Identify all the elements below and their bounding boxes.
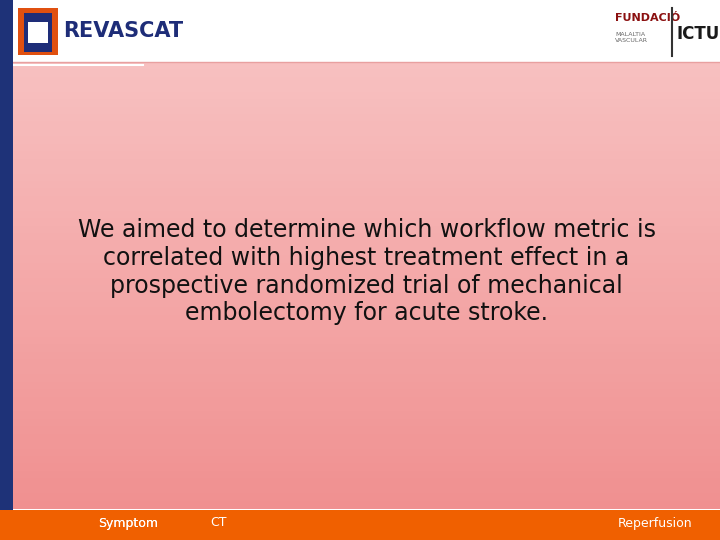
Bar — [13, 315, 720, 323]
Bar — [13, 337, 720, 345]
Bar — [235, 538, 700, 540]
Bar — [13, 159, 720, 166]
Bar — [13, 99, 720, 107]
Bar — [13, 226, 720, 233]
Bar — [13, 62, 720, 70]
Bar — [13, 493, 720, 501]
Bar — [13, 278, 720, 286]
Bar — [13, 456, 720, 464]
Bar — [13, 211, 720, 219]
Text: MALALTIA: MALALTIA — [615, 31, 645, 37]
Bar — [13, 382, 720, 389]
Bar — [13, 173, 720, 181]
Bar — [13, 426, 720, 434]
Bar — [13, 106, 720, 114]
Bar — [13, 411, 720, 419]
Bar — [13, 449, 720, 456]
Bar — [13, 92, 720, 100]
Bar — [13, 114, 720, 122]
Bar — [0, 510, 720, 540]
Bar — [13, 501, 720, 509]
Bar — [13, 300, 720, 308]
Bar — [13, 367, 720, 375]
Text: Symptom: Symptom — [98, 516, 158, 530]
Bar — [13, 478, 720, 486]
Bar — [13, 374, 720, 382]
Bar — [90, 510, 700, 536]
Bar — [13, 129, 720, 137]
Bar — [13, 181, 720, 189]
Bar — [13, 441, 720, 449]
Text: VASCULAR: VASCULAR — [615, 38, 648, 44]
Text: CT: CT — [210, 516, 227, 530]
Bar — [13, 70, 720, 77]
Text: REVASCAT: REVASCAT — [63, 21, 183, 41]
Bar — [13, 136, 720, 144]
Bar — [13, 218, 720, 226]
Text: Symptom: Symptom — [98, 516, 158, 530]
Bar — [13, 419, 720, 427]
Bar — [13, 329, 720, 338]
Bar — [13, 166, 720, 174]
Bar — [13, 233, 720, 241]
Bar — [13, 322, 720, 330]
Bar — [13, 352, 720, 360]
Bar — [13, 270, 720, 278]
Bar — [13, 293, 720, 300]
Text: Reperfusion: Reperfusion — [617, 516, 692, 530]
Text: We aimed to determine which workflow metric is
correlated with highest treatment: We aimed to determine which workflow met… — [78, 218, 655, 325]
Bar — [13, 144, 720, 152]
Bar — [18, 8, 58, 55]
Bar — [24, 13, 52, 52]
Bar — [13, 471, 720, 479]
Bar — [13, 389, 720, 397]
Bar — [13, 240, 720, 248]
Bar — [13, 77, 720, 85]
Bar — [13, 203, 720, 211]
Bar — [13, 262, 720, 271]
Bar — [13, 84, 720, 92]
Bar — [28, 22, 48, 43]
Bar — [13, 196, 720, 204]
Bar — [13, 122, 720, 130]
Bar — [13, 345, 720, 353]
Bar — [13, 285, 720, 293]
Bar — [13, 359, 720, 367]
Text: ICTUS: ICTUS — [677, 25, 720, 43]
Bar — [90, 510, 235, 536]
Bar — [13, 255, 720, 263]
Bar — [13, 396, 720, 404]
Bar — [13, 248, 720, 256]
Bar — [13, 404, 720, 412]
Bar — [0, 0, 720, 62]
Bar — [13, 485, 720, 494]
Bar — [13, 434, 720, 442]
Text: FUNDACIÓ: FUNDACIÓ — [615, 13, 680, 23]
Bar — [13, 463, 720, 471]
Bar — [13, 307, 720, 315]
Bar — [13, 188, 720, 197]
Bar — [13, 151, 720, 159]
Bar — [0, 0, 13, 540]
